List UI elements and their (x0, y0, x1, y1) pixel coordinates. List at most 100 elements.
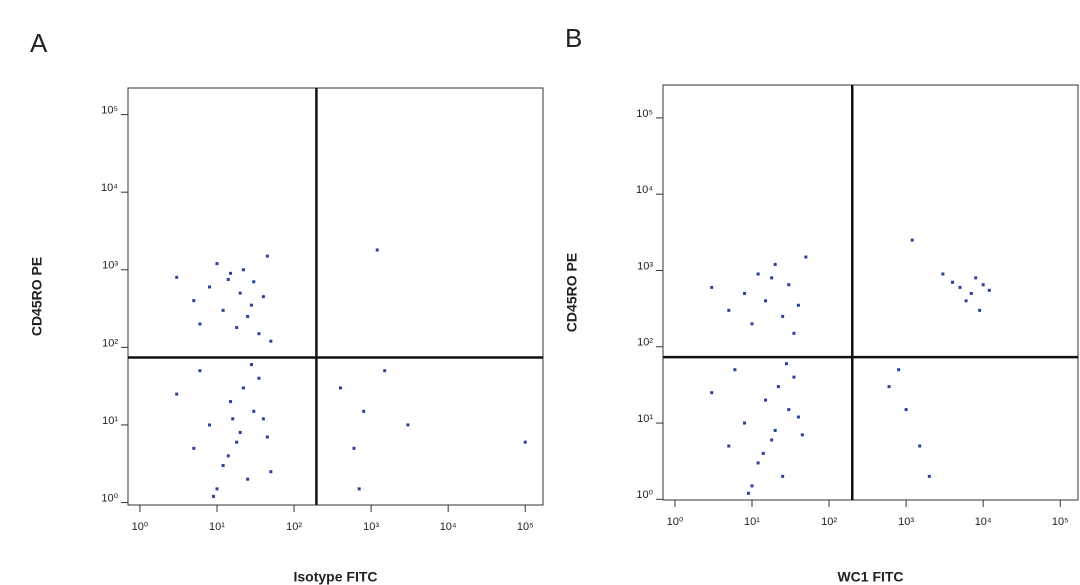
event-dot (383, 369, 387, 373)
event-dot (750, 484, 754, 488)
event-dot (238, 291, 242, 295)
event-dot (987, 288, 991, 292)
event-dot (246, 314, 250, 318)
event-dot (927, 474, 931, 478)
event-dot (743, 291, 747, 295)
event-dot (215, 262, 219, 266)
event-dot (235, 326, 239, 330)
x-tick-label: 10⁵ (517, 521, 534, 533)
panel-label: A (30, 28, 48, 58)
event-dot (781, 474, 785, 478)
event-dot (710, 285, 714, 289)
event-dot (221, 464, 225, 468)
event-dot (252, 409, 256, 413)
x-tick-label: 10⁰ (667, 516, 684, 528)
event-dot (231, 417, 235, 421)
event-dot (265, 435, 269, 439)
event-dot (208, 423, 212, 427)
event-dot (958, 285, 962, 289)
event-dot (776, 385, 780, 389)
event-dot (764, 299, 768, 303)
event-dot (215, 487, 219, 491)
event-dot (229, 271, 233, 275)
event-dot (796, 303, 800, 307)
event-dot (964, 299, 968, 303)
y-tick-label: 10⁴ (636, 184, 653, 196)
event-dot (269, 470, 273, 474)
event-dot (918, 444, 922, 448)
event-dot (761, 451, 765, 455)
event-dot (246, 477, 250, 481)
event-dot (770, 276, 774, 280)
event-dot (773, 262, 777, 266)
event-dot (269, 339, 273, 343)
plot-frame (127, 87, 544, 506)
event-dot (764, 398, 768, 402)
event-dot (523, 440, 527, 444)
event-dot (226, 454, 230, 458)
x-tick-label: 10⁴ (440, 521, 457, 533)
x-tick-label: 10² (821, 516, 837, 528)
x-tick-label: 10² (286, 521, 302, 533)
event-dot (781, 314, 785, 318)
x-tick-label: 10³ (898, 516, 914, 528)
event-dot (261, 295, 265, 299)
event-dot (261, 417, 265, 421)
event-dot (241, 268, 245, 272)
event-dot (192, 446, 196, 450)
event-dot (887, 385, 891, 389)
event-dot (978, 308, 982, 312)
event-dot (792, 331, 796, 335)
y-tick-label: 10² (102, 337, 118, 349)
y-axis-label: CD45RO PE (564, 253, 580, 332)
y-axis-label: CD45RO PE (29, 257, 45, 336)
event-dot (941, 272, 945, 276)
x-tick-label: 10¹ (744, 516, 760, 528)
event-dot (192, 299, 196, 303)
x-tick-label: 10⁵ (1052, 516, 1069, 528)
event-dot (746, 491, 750, 495)
event-dot (208, 285, 212, 289)
event-dot (257, 332, 261, 336)
event-dot (175, 392, 179, 396)
event-dot (910, 238, 914, 242)
event-dot (238, 430, 242, 434)
event-dot (756, 272, 760, 276)
event-dot (784, 362, 788, 366)
event-dot (198, 322, 202, 326)
x-tick-label: 10³ (363, 521, 379, 533)
event-dot (787, 283, 791, 287)
event-dot (756, 461, 760, 465)
x-axis-label: WC1 FITC (837, 569, 903, 585)
event-dot (770, 438, 774, 442)
event-dot (792, 375, 796, 379)
plot-frame (662, 84, 1079, 501)
event-dot (796, 415, 800, 419)
event-dot (338, 386, 342, 390)
y-tick-label: 10⁰ (101, 492, 118, 504)
event-dot (800, 433, 804, 437)
event-dot (974, 276, 978, 280)
event-dot (226, 277, 230, 281)
event-dot (406, 423, 410, 427)
event-dot (951, 280, 955, 284)
event-dot (904, 408, 908, 412)
event-dot (175, 275, 179, 279)
event-dot (229, 400, 233, 404)
event-dot (249, 303, 253, 307)
y-tick-label: 10¹ (637, 413, 653, 425)
y-tick-label: 10² (637, 337, 653, 349)
panel-label: B (565, 23, 582, 53)
event-dot (804, 255, 808, 259)
event-dot (710, 391, 714, 395)
y-tick-label: 10⁰ (636, 489, 653, 501)
event-dot (265, 254, 269, 258)
event-dot (969, 291, 973, 295)
event-dot (375, 248, 379, 252)
event-dot (357, 487, 361, 491)
event-dot (257, 376, 261, 380)
y-tick-label: 10³ (637, 260, 653, 272)
event-dot (733, 368, 737, 372)
y-tick-label: 10³ (102, 260, 118, 272)
x-axis-label: Isotype FITC (293, 569, 377, 585)
